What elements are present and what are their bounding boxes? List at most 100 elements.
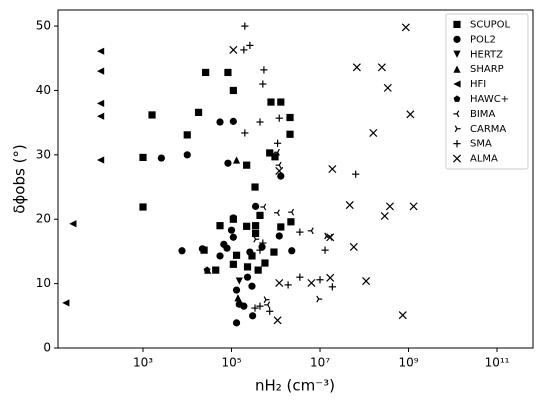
marker-shape bbox=[148, 111, 156, 119]
marker-shape bbox=[183, 151, 191, 159]
marker bbox=[273, 316, 282, 325]
marker-shape bbox=[202, 68, 210, 77]
marker bbox=[139, 203, 147, 211]
marker bbox=[453, 95, 461, 102]
marker bbox=[260, 66, 268, 74]
marker bbox=[254, 266, 262, 274]
marker bbox=[453, 65, 461, 73]
marker bbox=[275, 114, 283, 122]
marker-shape bbox=[453, 50, 461, 58]
marker bbox=[248, 282, 256, 290]
marker-shape bbox=[243, 161, 251, 169]
marker bbox=[307, 278, 316, 287]
marker bbox=[275, 278, 284, 287]
marker bbox=[253, 235, 260, 243]
marker bbox=[273, 209, 280, 217]
legend-label: SCUPOL bbox=[470, 19, 511, 30]
marker bbox=[62, 299, 70, 307]
marker bbox=[385, 202, 394, 211]
marker bbox=[316, 295, 323, 303]
marker-stroke bbox=[277, 209, 280, 214]
marker-stroke bbox=[349, 242, 358, 251]
marker-shape bbox=[267, 98, 275, 106]
marker-shape bbox=[227, 226, 236, 234]
marker bbox=[69, 220, 77, 228]
marker-stroke bbox=[352, 63, 361, 72]
marker-shape bbox=[96, 112, 105, 120]
marker bbox=[316, 276, 324, 284]
marker-shape bbox=[194, 108, 203, 116]
marker-stroke bbox=[385, 202, 394, 211]
marker-shape bbox=[271, 153, 279, 161]
marker bbox=[229, 233, 237, 241]
marker bbox=[202, 68, 210, 77]
marker bbox=[223, 244, 231, 252]
marker-shape bbox=[203, 266, 211, 274]
marker bbox=[96, 99, 105, 107]
marker-shape bbox=[139, 203, 147, 211]
y-axis-label: δϕobs (°) bbox=[11, 144, 29, 214]
marker bbox=[157, 154, 165, 162]
marker-shape bbox=[229, 117, 237, 125]
marker-stroke bbox=[324, 232, 328, 237]
marker-shape bbox=[248, 252, 256, 260]
marker bbox=[369, 128, 378, 137]
marker bbox=[406, 110, 415, 119]
marker bbox=[326, 233, 335, 242]
marker-stroke bbox=[310, 230, 314, 235]
marker-shape bbox=[224, 159, 232, 167]
marker-shape bbox=[157, 154, 165, 162]
marker-stroke bbox=[409, 202, 418, 211]
marker-stroke bbox=[398, 311, 407, 320]
marker bbox=[326, 273, 335, 282]
marker bbox=[241, 22, 249, 30]
marker bbox=[277, 172, 285, 180]
marker-shape bbox=[178, 247, 186, 255]
y-tick-label: 10 bbox=[36, 276, 51, 290]
plot-frame bbox=[57, 9, 534, 349]
marker bbox=[453, 80, 461, 88]
marker bbox=[270, 248, 278, 256]
legend-label: BIMA bbox=[470, 109, 495, 120]
marker bbox=[453, 140, 461, 148]
marker-shape bbox=[96, 156, 105, 164]
marker-shape bbox=[254, 266, 262, 274]
marker-stroke bbox=[273, 316, 282, 325]
marker bbox=[287, 218, 295, 226]
marker bbox=[267, 98, 275, 106]
marker bbox=[251, 202, 260, 210]
marker-shape bbox=[288, 247, 296, 255]
marker-stroke bbox=[383, 83, 392, 92]
marker bbox=[96, 47, 105, 55]
marker-shape bbox=[266, 149, 274, 157]
marker bbox=[224, 68, 232, 77]
marker bbox=[212, 266, 220, 274]
marker-stroke bbox=[456, 110, 460, 115]
marker-stroke bbox=[324, 235, 328, 240]
marker-stroke bbox=[267, 304, 271, 309]
marker bbox=[240, 302, 248, 310]
marker bbox=[321, 246, 329, 254]
marker-stroke bbox=[307, 278, 316, 287]
marker bbox=[229, 214, 237, 222]
marker-shape bbox=[212, 266, 220, 274]
marker bbox=[328, 283, 336, 291]
marker-shape bbox=[243, 222, 251, 230]
marker-shape bbox=[235, 277, 243, 285]
legend: SCUPOL POL2 HERTZ SHARP HFI HAWC+ BIMA CARMA SMA… bbox=[445, 13, 529, 170]
marker-shape bbox=[256, 211, 264, 219]
marker bbox=[243, 222, 251, 230]
marker bbox=[248, 252, 256, 260]
marker bbox=[241, 129, 249, 137]
marker bbox=[263, 296, 270, 304]
marker bbox=[273, 139, 282, 147]
marker bbox=[229, 86, 237, 95]
marker bbox=[362, 277, 371, 286]
x-tick-label: 10⁷ bbox=[310, 356, 330, 370]
marker bbox=[216, 222, 224, 230]
marker-stroke bbox=[253, 238, 257, 243]
marker-shape bbox=[270, 248, 278, 256]
marker-stroke bbox=[316, 295, 320, 300]
marker bbox=[453, 20, 461, 29]
marker bbox=[232, 156, 241, 164]
